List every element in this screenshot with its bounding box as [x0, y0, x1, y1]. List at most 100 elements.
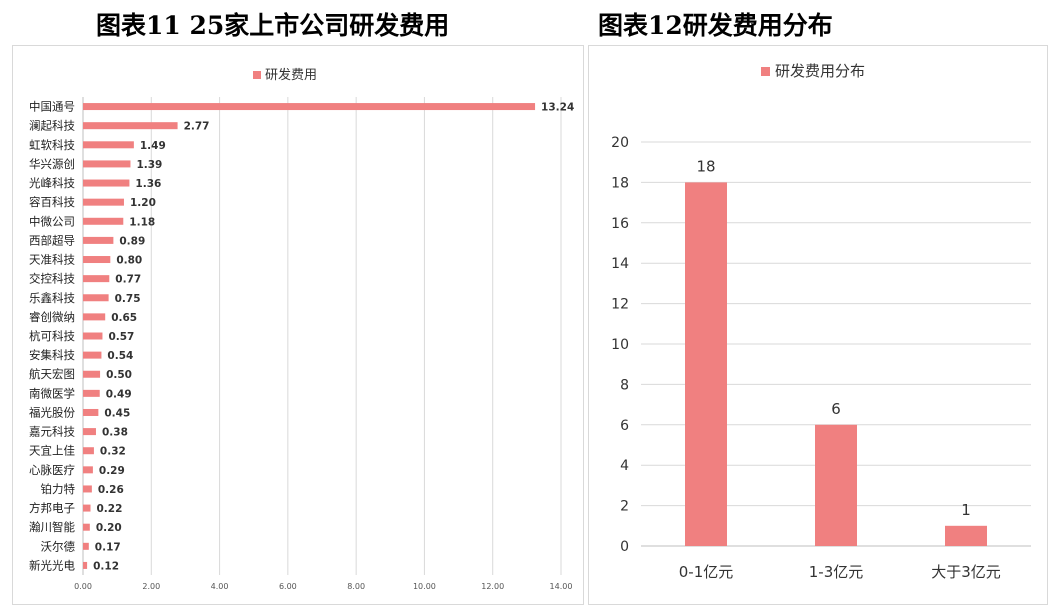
rd-expense-chart-panel: 研发费用 0.00 2.00 4.00 6.00 8.00 10.00 12.00 14.00 中… — [12, 45, 584, 605]
category-label: 方邦电子 — [29, 501, 75, 515]
y-tick-label: 0 — [620, 539, 629, 555]
data-label: 0.89 — [119, 235, 145, 247]
bar — [83, 217, 124, 225]
x-tick-label: 0.00 — [74, 582, 92, 591]
bar — [83, 351, 102, 359]
category-label: 中国通号 — [29, 100, 75, 114]
bar — [83, 466, 93, 474]
data-label: 18 — [696, 157, 715, 175]
data-label: 2.77 — [184, 121, 210, 133]
bar — [83, 198, 124, 206]
bar — [83, 542, 89, 550]
data-label: 13.24 — [541, 102, 574, 114]
category-label: 心脉医疗 — [29, 463, 75, 477]
data-label: 0.65 — [111, 312, 137, 324]
bar — [83, 275, 110, 283]
category-label: 福光股份 — [29, 405, 75, 419]
y-tick-label: 14 — [611, 256, 629, 272]
category-label: 澜起科技 — [29, 119, 75, 133]
bar — [815, 424, 857, 546]
data-label: 1.49 — [140, 140, 166, 152]
x-tick-label: 12.00 — [481, 582, 504, 591]
bar — [83, 103, 536, 111]
bar — [83, 256, 111, 264]
y-tick-label: 8 — [620, 377, 629, 393]
category-label: 大于3亿元 — [931, 563, 1001, 581]
category-label: 1-3亿元 — [809, 563, 864, 581]
legend-label: 研发费用分布 — [775, 62, 865, 80]
data-label: 0.38 — [102, 427, 128, 439]
category-label: 0-1亿元 — [679, 563, 734, 581]
x-tick-label: 10.00 — [413, 582, 436, 591]
bar — [83, 389, 100, 397]
rd-expense-chart: 研发费用 0.00 2.00 4.00 6.00 8.00 10.00 12.00 14.00 中… — [29, 67, 574, 591]
data-label: 0.20 — [96, 522, 122, 534]
legend-swatch — [253, 71, 261, 79]
category-label: 新光光电 — [29, 558, 75, 572]
bar — [83, 122, 178, 130]
data-label: 0.80 — [116, 255, 142, 267]
category-label: 睿创微纳 — [29, 310, 75, 324]
data-label: 0.75 — [115, 293, 141, 305]
y-tick-label: 2 — [620, 499, 629, 515]
bar — [83, 408, 99, 416]
category-label: 容百科技 — [29, 195, 75, 209]
category-label: 中微公司 — [29, 214, 75, 228]
data-label: 6 — [831, 400, 841, 418]
y-tick-label: 16 — [611, 216, 629, 232]
category-label: 华兴源创 — [29, 157, 75, 171]
legend-swatch — [761, 67, 770, 76]
data-label: 0.77 — [115, 274, 141, 286]
bar — [83, 504, 91, 512]
category-label: 南微医学 — [29, 386, 75, 400]
data-label: 0.54 — [107, 350, 133, 362]
category-label: 交控科技 — [29, 272, 75, 286]
data-label: 0.32 — [100, 446, 126, 458]
data-label: 0.12 — [93, 560, 119, 572]
category-label: 安集科技 — [29, 348, 75, 362]
x-tick-label: 6.00 — [279, 582, 297, 591]
right-chart-title: 图表12研发费用分布 — [598, 11, 833, 40]
category-label: 航天宏图 — [29, 367, 75, 381]
data-label: 1 — [961, 501, 971, 519]
data-label: 0.57 — [108, 331, 134, 343]
data-label: 1.18 — [129, 216, 155, 228]
category-label: 沃尔德 — [41, 539, 76, 553]
bar — [83, 179, 130, 187]
bar — [83, 160, 131, 168]
y-tick-label: 4 — [620, 458, 629, 474]
y-tick-label: 20 — [611, 135, 629, 151]
y-tick-label: 10 — [611, 337, 629, 353]
bar — [83, 370, 101, 378]
bar — [83, 428, 96, 436]
data-label: 1.36 — [135, 178, 161, 190]
data-label: 1.20 — [130, 197, 156, 209]
bar — [945, 525, 987, 546]
bar — [83, 561, 88, 569]
x-tick-label: 2.00 — [142, 582, 160, 591]
bar — [83, 141, 134, 149]
legend-label: 研发费用 — [265, 67, 317, 83]
bar — [83, 313, 106, 321]
category-label: 西部超导 — [29, 233, 75, 247]
y-tick-label: 6 — [620, 418, 629, 434]
category-label: 嘉元科技 — [29, 425, 75, 439]
left-chart-title: 图表11 25家上市公司研发费用 — [96, 11, 450, 40]
category-label: 铂力特 — [41, 482, 76, 496]
rd-distribution-chart: 研发费用分布 0 2 4 6 8 10 12 14 16 18 20 18 0-1亿元 6 1-3亿元 1 大于3… — [611, 62, 1031, 581]
data-label: 0.49 — [106, 388, 132, 400]
y-tick-label: 18 — [611, 175, 629, 191]
data-label: 0.29 — [99, 465, 125, 477]
category-label: 乐鑫科技 — [29, 291, 75, 305]
bar — [83, 485, 92, 493]
category-label: 天宜上佳 — [29, 444, 75, 458]
category-label: 光峰科技 — [29, 176, 75, 190]
category-label: 虹软科技 — [29, 138, 75, 152]
x-tick-label: 14.00 — [550, 582, 573, 591]
bar — [685, 182, 727, 546]
category-label: 杭可科技 — [29, 329, 75, 343]
category-label: 天准科技 — [29, 253, 75, 267]
bar — [83, 523, 90, 531]
data-label: 0.26 — [98, 484, 124, 496]
bar — [83, 294, 109, 302]
